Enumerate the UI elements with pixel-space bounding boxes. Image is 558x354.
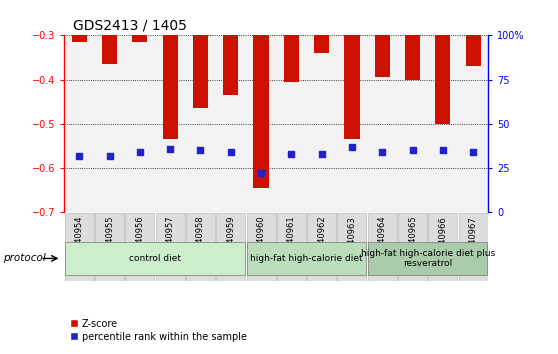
Text: GSM140956: GSM140956 xyxy=(136,216,145,267)
Point xyxy=(136,149,145,155)
Bar xyxy=(253,35,268,188)
FancyBboxPatch shape xyxy=(247,242,366,275)
Point xyxy=(408,148,417,153)
Text: GSM140962: GSM140962 xyxy=(317,216,326,267)
Text: GSM140961: GSM140961 xyxy=(287,216,296,267)
Point xyxy=(378,149,387,155)
FancyBboxPatch shape xyxy=(217,213,246,281)
Text: GSM140964: GSM140964 xyxy=(378,216,387,267)
Text: GSM140959: GSM140959 xyxy=(227,216,235,266)
Point xyxy=(75,153,84,159)
Bar xyxy=(374,35,390,78)
Text: GSM140957: GSM140957 xyxy=(166,216,175,267)
FancyBboxPatch shape xyxy=(126,213,155,281)
Text: GSM140963: GSM140963 xyxy=(348,216,357,267)
FancyBboxPatch shape xyxy=(368,242,487,275)
Bar xyxy=(102,35,117,64)
Text: high-fat high-calorie diet plus
resveratrol: high-fat high-calorie diet plus resverat… xyxy=(360,249,495,268)
Legend: Z-score, percentile rank within the sample: Z-score, percentile rank within the samp… xyxy=(66,315,251,346)
FancyBboxPatch shape xyxy=(338,213,367,281)
Point xyxy=(105,153,114,159)
Text: GSM140967: GSM140967 xyxy=(469,216,478,267)
FancyBboxPatch shape xyxy=(247,213,276,281)
Text: GSM140958: GSM140958 xyxy=(196,216,205,267)
FancyBboxPatch shape xyxy=(65,242,245,275)
Text: high-fat high-calorie diet: high-fat high-calorie diet xyxy=(250,254,363,263)
Bar xyxy=(223,35,238,95)
FancyBboxPatch shape xyxy=(186,213,215,281)
Bar xyxy=(344,35,359,139)
Bar xyxy=(465,35,480,67)
FancyBboxPatch shape xyxy=(95,213,124,281)
Point xyxy=(287,151,296,157)
FancyBboxPatch shape xyxy=(65,213,94,281)
Point xyxy=(196,148,205,153)
Text: GSM140960: GSM140960 xyxy=(257,216,266,267)
Text: GSM140954: GSM140954 xyxy=(75,216,84,266)
Bar xyxy=(72,35,87,42)
Point xyxy=(348,144,357,150)
FancyBboxPatch shape xyxy=(459,213,488,281)
Bar xyxy=(193,35,208,108)
Point xyxy=(166,146,175,152)
Bar xyxy=(162,35,178,139)
FancyBboxPatch shape xyxy=(398,213,427,281)
Point xyxy=(227,149,235,155)
Bar xyxy=(405,35,420,80)
Point xyxy=(469,149,478,155)
Point xyxy=(317,151,326,157)
Text: GSM140966: GSM140966 xyxy=(439,216,448,267)
Text: GSM140965: GSM140965 xyxy=(408,216,417,267)
FancyBboxPatch shape xyxy=(368,213,397,281)
Point xyxy=(257,171,266,176)
Bar xyxy=(435,35,450,124)
FancyBboxPatch shape xyxy=(277,213,306,281)
Bar xyxy=(132,35,147,42)
Bar xyxy=(284,35,299,82)
Text: GSM140955: GSM140955 xyxy=(105,216,114,266)
Point xyxy=(439,148,448,153)
Text: GDS2413 / 1405: GDS2413 / 1405 xyxy=(73,19,186,33)
Bar xyxy=(314,35,329,53)
FancyBboxPatch shape xyxy=(307,213,336,281)
Text: control diet: control diet xyxy=(129,254,181,263)
FancyBboxPatch shape xyxy=(429,213,458,281)
Text: protocol: protocol xyxy=(3,253,46,263)
FancyBboxPatch shape xyxy=(156,213,185,281)
